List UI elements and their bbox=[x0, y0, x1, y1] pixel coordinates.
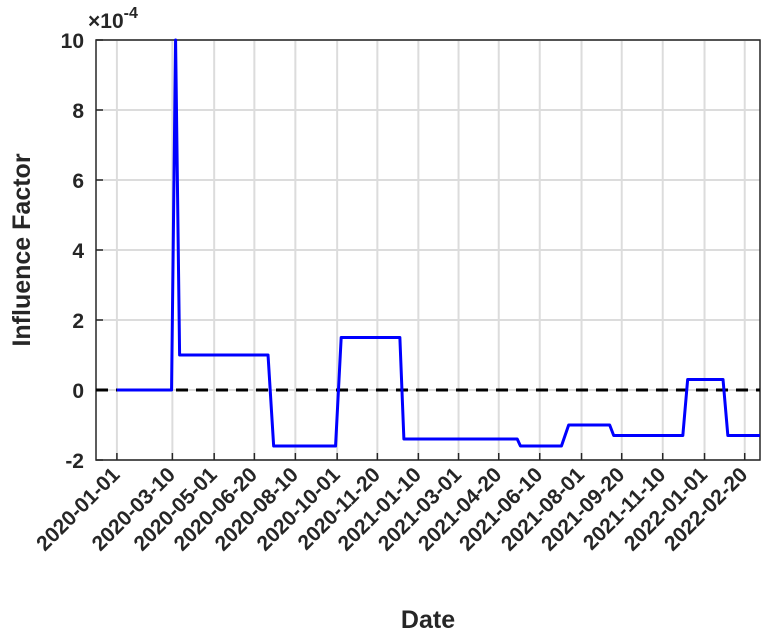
y-tick-label: 6 bbox=[72, 170, 84, 193]
y-multiplier: ×10-4 bbox=[88, 5, 138, 33]
y-multiplier-exponent: -4 bbox=[124, 5, 138, 22]
y-axis-label: Influence Factor bbox=[8, 153, 36, 346]
y-tick-label: 10 bbox=[61, 30, 84, 53]
data-line bbox=[116, 38, 760, 448]
x-axis-label: Date bbox=[401, 606, 455, 634]
y-tick-label: 8 bbox=[72, 100, 84, 123]
y-multiplier-base: ×10 bbox=[88, 10, 124, 33]
plot-frame bbox=[95, 39, 761, 461]
y-tick-label: 2 bbox=[72, 310, 84, 333]
y-tick-label: 0 bbox=[72, 380, 84, 403]
y-tick-label: 4 bbox=[72, 240, 84, 263]
y-tick-label: -2 bbox=[65, 450, 84, 473]
